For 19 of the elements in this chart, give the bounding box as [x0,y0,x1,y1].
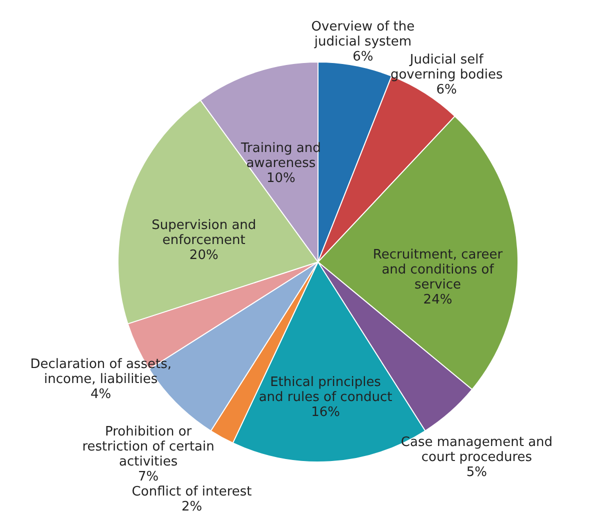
data-label: 4% [90,387,112,402]
slice-label: Prohibition or restriction of certain activities [82,424,214,470]
slice-label: Judicial self governing bodies [390,52,503,82]
slice-label: Overview of the judicial system [311,19,415,50]
data-label: 2% [181,500,202,515]
slice-label: Ethical principles and rules of conduct [258,374,392,405]
slice-label: Case management and court procedures [400,435,553,466]
data-label: 24% [423,292,452,308]
data-label: 6% [436,82,457,98]
data-label: 10% [266,170,296,186]
data-label: 16% [311,404,340,420]
data-label: 5% [466,465,488,480]
data-label: 7% [138,470,159,485]
slice-label: Conflict of interest [132,484,252,500]
data-label: 6% [352,49,374,64]
slice-label: Declaration of assets, income, liabilities [30,357,172,388]
slice-label: Recruitment, career and conditions of service [372,247,504,292]
slice-label: Supervision and enforcement [152,218,256,248]
data-label: 20% [189,248,218,263]
